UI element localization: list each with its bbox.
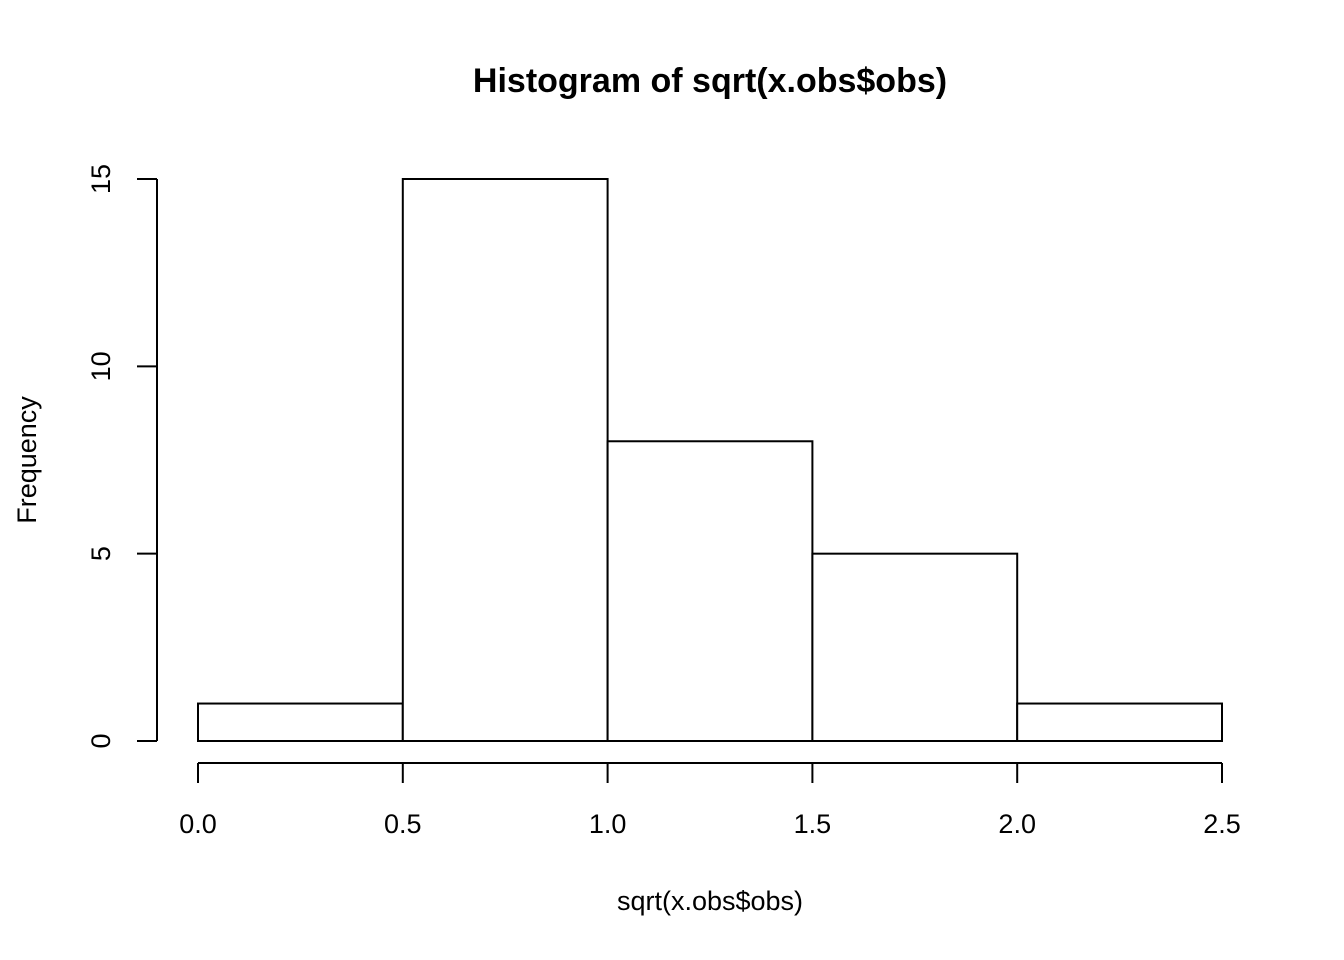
x-axis-label: sqrt(x.obs$obs) [617,886,803,916]
x-tick-label: 0.5 [384,809,422,839]
x-tick-label: 0.0 [179,809,217,839]
bars-group [197,178,1224,743]
y-tick-label: 0 [86,733,116,748]
y-axis: 0 5 10 15 [86,164,158,749]
y-tick-label: 5 [86,546,116,561]
x-tick-label: 2.5 [1203,809,1241,839]
y-axis-label: Frequency [12,396,42,524]
histogram-bar-1 [401,178,609,742]
histogram-bar-3 [811,552,1019,743]
y-tick-label: 15 [86,164,116,194]
y-tick-label: 10 [86,351,116,381]
x-axis: 0.0 0.5 1.0 1.5 2.0 2.5 [179,762,1241,839]
x-tick-label: 2.0 [998,809,1036,839]
chart-title: Histogram of sqrt(x.obs$obs) [473,62,947,100]
x-tick-label: 1.0 [589,809,627,839]
x-tick-label: 1.5 [794,809,832,839]
histogram-bar-0 [197,702,404,742]
histogram-bar-2 [606,440,814,742]
histogram-bar-4 [1016,702,1224,742]
